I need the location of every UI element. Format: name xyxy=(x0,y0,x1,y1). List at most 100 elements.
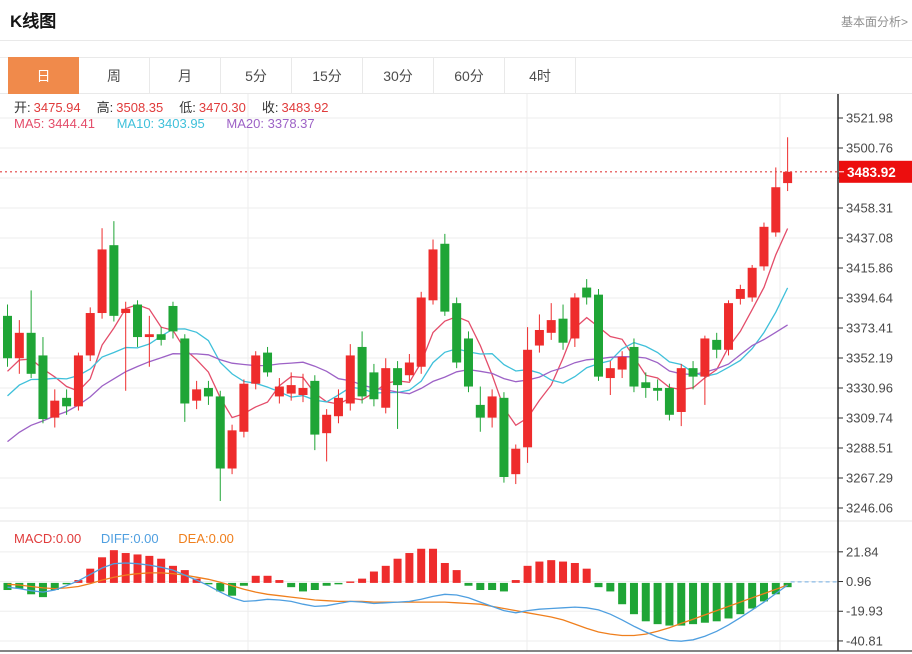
axis-tick-label: 3394.64 xyxy=(846,291,893,306)
candle-up xyxy=(121,308,131,314)
candle-up xyxy=(322,414,332,434)
tab-4hour[interactable]: 4时 xyxy=(505,57,576,94)
candle-down xyxy=(664,387,674,415)
candle-down xyxy=(641,382,651,388)
candle-up xyxy=(345,355,355,404)
candle-up xyxy=(700,338,710,377)
candle-up xyxy=(676,368,686,412)
tab-15min[interactable]: 15分 xyxy=(292,57,363,94)
dea-value: 0.00 xyxy=(208,531,234,546)
candle-up xyxy=(50,400,60,418)
candle-down xyxy=(629,346,639,387)
candle-down xyxy=(393,368,403,386)
tab-60min[interactable]: 60分 xyxy=(434,57,505,94)
candle-down xyxy=(463,338,473,387)
candle-down xyxy=(688,368,698,377)
candle-up xyxy=(333,397,343,417)
candle-up xyxy=(523,349,533,448)
tab-month[interactable]: 月 xyxy=(150,57,221,94)
candle-up xyxy=(534,329,544,346)
candle-down xyxy=(452,303,462,363)
ma5-label: MA5: xyxy=(14,116,45,131)
axis-tick-label: 3373.41 xyxy=(846,321,893,336)
candle-down xyxy=(168,305,178,332)
open-label: 开: xyxy=(14,100,31,115)
axis-tick-label: 3521.98 xyxy=(846,111,893,126)
candle-up xyxy=(783,171,793,184)
tab-week[interactable]: 周 xyxy=(79,57,150,94)
high-label: 高: xyxy=(96,100,114,115)
candle-up xyxy=(85,313,95,356)
candle-up xyxy=(759,226,769,267)
candle-up xyxy=(416,297,426,367)
fundamental-analysis-link[interactable]: 基本面分析> xyxy=(840,15,908,29)
candle-down xyxy=(62,397,72,407)
candle-down xyxy=(499,397,509,477)
candle-up xyxy=(428,249,438,301)
ma20-value: 3378.37 xyxy=(267,116,315,131)
candle-up xyxy=(227,430,237,469)
period-tabs: 日周月 5分 15分 30分 60分 4时 xyxy=(8,57,576,94)
candle-down xyxy=(133,304,143,338)
candle-down xyxy=(475,404,485,418)
candle-up xyxy=(97,249,107,314)
ma20-label: MA20: xyxy=(226,116,264,131)
axis-tick-label: 3352.19 xyxy=(846,351,893,366)
axis-tick-label: 0.96 xyxy=(846,574,871,589)
axis-tick-label: 3267.29 xyxy=(846,471,893,486)
close-label: 收: xyxy=(261,100,279,115)
candle-down xyxy=(357,346,367,397)
tab-5min[interactable]: 5分 xyxy=(221,57,292,94)
candle-up xyxy=(144,334,154,338)
candle-down xyxy=(203,387,213,397)
ohlc-readout: 开: 3475.94 高: 3508.35 低: 3470.30 收: 3483.92 xyxy=(14,97,345,116)
ma10-value: 3403.95 xyxy=(157,116,205,131)
grid-lines xyxy=(0,94,912,651)
dea-label: DEA: xyxy=(178,531,209,546)
candle-up xyxy=(192,389,202,401)
candle-up xyxy=(511,448,521,475)
axis-tick-label: -19.93 xyxy=(846,604,883,619)
candle-down xyxy=(440,243,450,312)
candle-down xyxy=(653,387,663,391)
candle-down xyxy=(180,338,190,404)
low-value: 3470.30 xyxy=(198,100,246,115)
tab-day[interactable]: 日 xyxy=(8,57,79,94)
axis-tick-label: -40.81 xyxy=(846,633,883,648)
axis-tick-label: 3330.96 xyxy=(846,381,893,396)
candle-down xyxy=(369,372,379,400)
diff-value: 0.00 xyxy=(133,531,159,546)
candle-up xyxy=(14,332,24,359)
low-label: 低: xyxy=(179,100,196,115)
axis-tick-label: 3458.31 xyxy=(846,201,893,216)
page-title: K线图 xyxy=(10,12,57,31)
candle-up xyxy=(381,368,391,408)
candle-up xyxy=(286,385,296,394)
macd-histogram xyxy=(3,548,792,626)
candle-down xyxy=(558,318,568,343)
axis-tick-label: 3288.51 xyxy=(846,441,893,456)
candle-down xyxy=(26,332,36,374)
candle-up xyxy=(404,362,414,376)
candle-down xyxy=(109,245,119,316)
candle-up xyxy=(251,355,261,384)
axis-tick-label: 21.84 xyxy=(846,544,879,559)
candle-down xyxy=(3,315,12,359)
candle-up xyxy=(570,297,580,339)
candle-down xyxy=(38,355,48,420)
kline-chart-canvas[interactable]: 3521.983500.763479.533458.313437.083415.… xyxy=(0,94,912,654)
close-value: 3483.92 xyxy=(281,100,329,115)
header-divider xyxy=(0,40,912,41)
tab-30min[interactable]: 30分 xyxy=(363,57,434,94)
candle-down xyxy=(215,396,225,469)
price-tag: 3483.92 xyxy=(839,160,912,183)
axis-tick-label: 3246.06 xyxy=(846,501,893,516)
candle-up xyxy=(73,355,83,407)
candle-up xyxy=(298,387,308,396)
candles-layer xyxy=(3,137,793,502)
macd-label: MACD: xyxy=(14,531,56,546)
diff-label: DIFF: xyxy=(100,531,134,546)
open-value: 3475.94 xyxy=(33,100,81,115)
candle-up xyxy=(239,383,249,432)
